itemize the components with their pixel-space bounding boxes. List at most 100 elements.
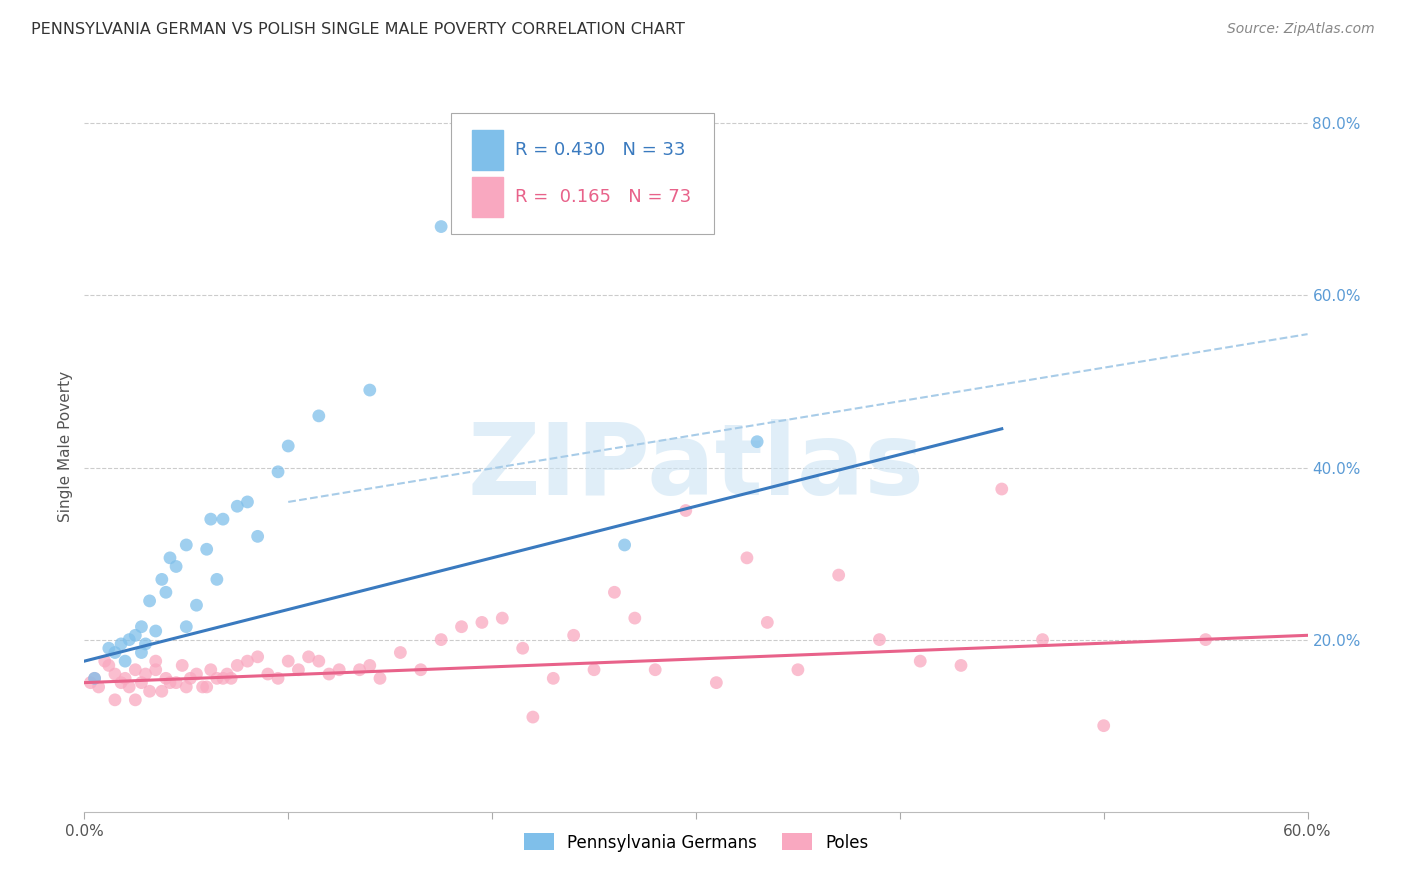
Point [131,646,153,660]
Point [200,512,222,526]
Point [150,573,173,587]
Point [205,573,228,587]
Point [430,632,453,647]
Point [114,654,136,668]
Point [236,654,259,668]
Point [159,675,181,690]
Point [135,667,157,681]
Point [512,641,534,656]
Point [277,439,299,453]
Point [246,649,269,664]
Point [277,654,299,668]
Legend: Pennsylvania Germans, Poles: Pennsylvania Germans, Poles [517,827,875,858]
Point [150,684,173,698]
Point [104,646,127,660]
Point [155,585,177,599]
Point [200,663,222,677]
Point [1032,632,1054,647]
Point [308,409,330,423]
Point [165,559,187,574]
Point [613,538,636,552]
Text: ZIPatlas: ZIPatlas [468,419,924,516]
Point [910,654,932,668]
Point [131,675,153,690]
Point [991,482,1014,496]
Point [118,632,141,647]
Point [430,219,453,234]
Point [145,663,167,677]
Point [110,675,132,690]
Bar [472,177,503,217]
Point [450,620,472,634]
Point [124,693,146,707]
Point [110,637,132,651]
Point [950,658,973,673]
Point [174,538,197,552]
Text: PENNSYLVANIA GERMAN VS POLISH SINGLE MALE POVERTY CORRELATION CHART: PENNSYLVANIA GERMAN VS POLISH SINGLE MAL… [31,22,685,37]
Point [675,503,697,517]
Point [828,568,851,582]
Point [83,671,105,685]
Point [93,654,115,668]
Point [131,620,153,634]
Point [212,671,235,685]
Point [318,667,340,681]
Point [257,667,280,681]
Text: R = 0.430   N = 33: R = 0.430 N = 33 [515,141,686,159]
Point [104,693,127,707]
Point [624,611,647,625]
Point [174,680,197,694]
Point [205,671,228,685]
Point [217,667,239,681]
Point [471,615,494,630]
Point [409,663,432,677]
Text: Source: ZipAtlas.com: Source: ZipAtlas.com [1227,22,1375,37]
Point [165,675,187,690]
Point [267,465,290,479]
Point [124,628,146,642]
Point [236,495,259,509]
Point [155,671,177,685]
Point [328,663,350,677]
Point [159,550,181,565]
Point [562,628,585,642]
Point [79,675,101,690]
Point [787,663,810,677]
Point [145,654,167,668]
Point [389,646,412,660]
Point [644,663,666,677]
Point [138,684,160,698]
Point [104,667,127,681]
Point [1092,719,1115,733]
Point [603,585,626,599]
Point [114,671,136,685]
Point [138,594,160,608]
Point [1195,632,1218,647]
Point [186,598,208,612]
FancyBboxPatch shape [451,113,714,234]
Point [349,663,371,677]
Text: R =  0.165   N = 73: R = 0.165 N = 73 [515,188,692,206]
Point [491,611,513,625]
Point [583,663,606,677]
Point [135,637,157,651]
Point [174,620,197,634]
Point [747,434,769,449]
Point [97,658,120,673]
Point [186,667,208,681]
Point [246,529,269,543]
Point [226,658,249,673]
Point [869,632,891,647]
Point [212,512,235,526]
Bar [472,130,503,170]
Point [756,615,779,630]
Point [118,680,141,694]
Point [298,649,321,664]
Point [219,671,242,685]
Point [543,671,565,685]
Point [191,680,214,694]
Point [359,658,381,673]
Point [195,680,218,694]
Point [97,641,120,656]
Point [195,542,218,557]
